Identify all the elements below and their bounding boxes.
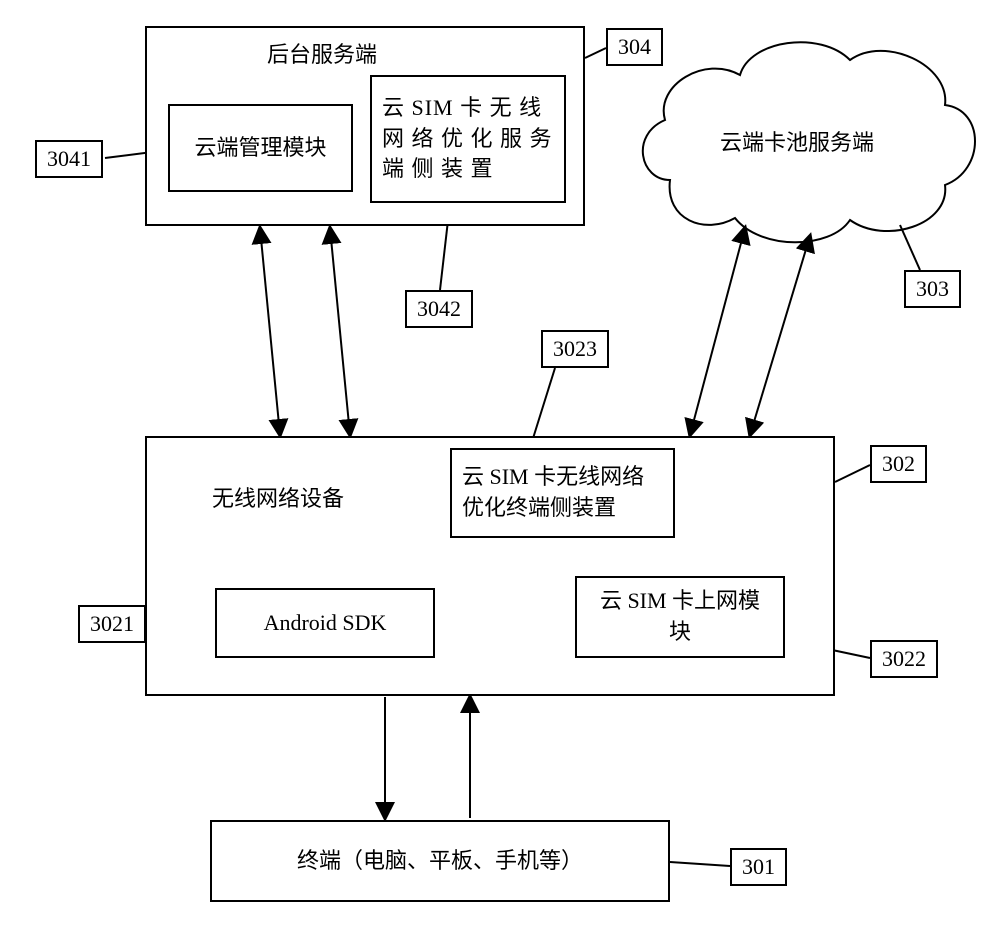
callout-3023: 3023 [541,330,609,368]
android-sdk-box: Android SDK [215,588,435,658]
callout-302: 302 [870,445,927,483]
callout-301: 301 [730,848,787,886]
backend-server-title: 后台服务端 [267,40,377,71]
callout-3022: 3022 [870,640,938,678]
cloud-sim-net-box: 云 SIM 卡上网模块 [575,576,785,658]
cloud-sim-opt-server-label: 云 SIM 卡 无 线网 络 优 化 服 务端 侧 装 置 [382,93,554,185]
terminal-box: 终端（电脑、平板、手机等） [210,820,670,902]
android-sdk-label: Android SDK [264,608,387,639]
wireless-device-title: 无线网络设备 [212,484,344,515]
cloud-pool-label: 云端卡池服务端 [720,128,874,159]
callout-3041: 3041 [35,140,103,178]
callout-304: 304 [606,28,663,66]
cloud-sim-opt-terminal-label: 云 SIM 卡无线网络优化终端侧装置 [462,462,663,524]
cloud-sim-opt-server-box: 云 SIM 卡 无 线网 络 优 化 服 务端 侧 装 置 [370,75,566,203]
terminal-label: 终端（电脑、平板、手机等） [297,846,583,877]
callout-3021: 3021 [78,605,146,643]
cloud-sim-opt-terminal-box: 云 SIM 卡无线网络优化终端侧装置 [450,448,675,538]
cloud-manage-box: 云端管理模块 [168,104,353,192]
cloud-manage-label: 云端管理模块 [194,133,326,164]
callout-303: 303 [904,270,961,308]
cloud-sim-net-label: 云 SIM 卡上网模块 [591,586,769,648]
callout-3042: 3042 [405,290,473,328]
